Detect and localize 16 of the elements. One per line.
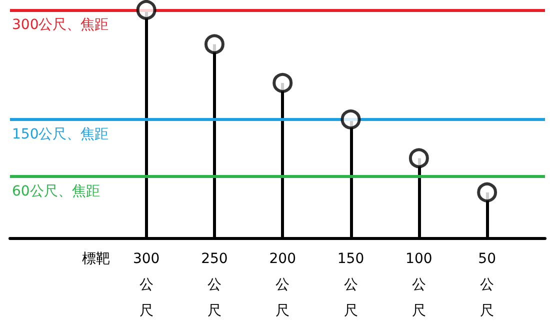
ref-line-label: 150公尺、焦距 — [12, 126, 109, 142]
point — [408, 148, 429, 168]
point — [272, 72, 293, 93]
ref-line-label: 60公尺、焦距 — [12, 183, 100, 200]
point — [136, 0, 156, 20]
point — [477, 182, 498, 202]
x-axis-title: 標靶 — [82, 251, 110, 267]
x-tick-label: 250公尺 — [201, 251, 228, 319]
point — [340, 109, 361, 130]
x-tick-label: 200公尺 — [269, 251, 296, 319]
x-tick-label: 100公尺 — [406, 251, 432, 319]
x-tick-label: 150公尺 — [337, 251, 364, 319]
x-tick-label: 50公尺 — [478, 251, 496, 319]
point — [204, 34, 224, 54]
ref-line-label: 300公尺、焦距 — [12, 17, 109, 33]
x-tick-label: 300公尺 — [132, 251, 160, 319]
